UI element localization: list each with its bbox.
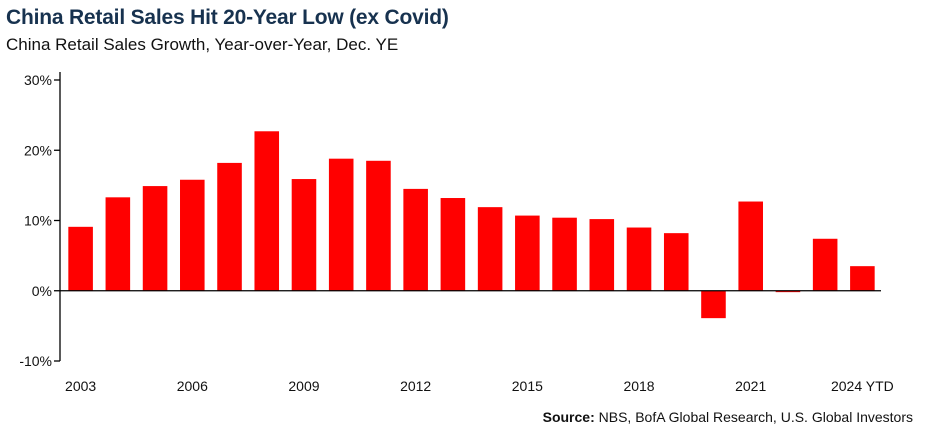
x-tick-label: 2003 [65,378,96,394]
x-tick-label: 2021 [735,378,766,394]
chart-title: China Retail Sales Hit 20-Year Low (ex C… [6,6,449,29]
bar-2010 [328,158,354,291]
y-tick-label: 20% [24,142,52,158]
chart-subtitle: China Retail Sales Growth, Year-over-Yea… [6,35,399,54]
bar-2018 [626,227,652,291]
x-tick-label: 2024 YTD [831,378,894,394]
bar-2007 [217,162,242,291]
bar-2023 [812,238,838,291]
bar-2020 [701,290,726,319]
x-tick-label: 2018 [623,378,654,394]
bar-2006 [180,179,205,291]
x-tick-label: 2012 [400,378,431,394]
bar-2013 [440,198,466,291]
bar-2005 [142,186,168,291]
source-label: Source: [542,409,595,425]
bar-2022 [775,290,801,293]
x-tick-label: 2006 [177,378,208,394]
bar-2011 [366,160,391,291]
y-tick-label: 10% [24,213,52,229]
bar-2003 [68,226,93,291]
bar-2012 [403,188,428,291]
bar-2004 [105,197,131,291]
bar-2017 [589,219,615,291]
source-note: Source: NBS, BofA Global Research, U.S. … [543,409,913,425]
y-tick-label: 0% [32,283,52,299]
x-tick-label: 2015 [512,378,543,394]
bar-2009 [291,179,317,291]
bar-2016 [552,217,577,291]
bar-2021 [738,201,763,291]
bar-2019 [663,233,689,291]
bar-2015 [515,215,540,291]
y-tick-label: 30% [24,72,52,88]
bar-2024-ytd [850,266,875,291]
x-tick-label: 2009 [288,378,319,394]
bar-2014 [477,207,503,291]
bar-2008 [254,131,280,291]
y-tick-label: -10% [19,353,52,369]
source-text: NBS, BofA Global Research, U.S. Global I… [594,409,913,425]
